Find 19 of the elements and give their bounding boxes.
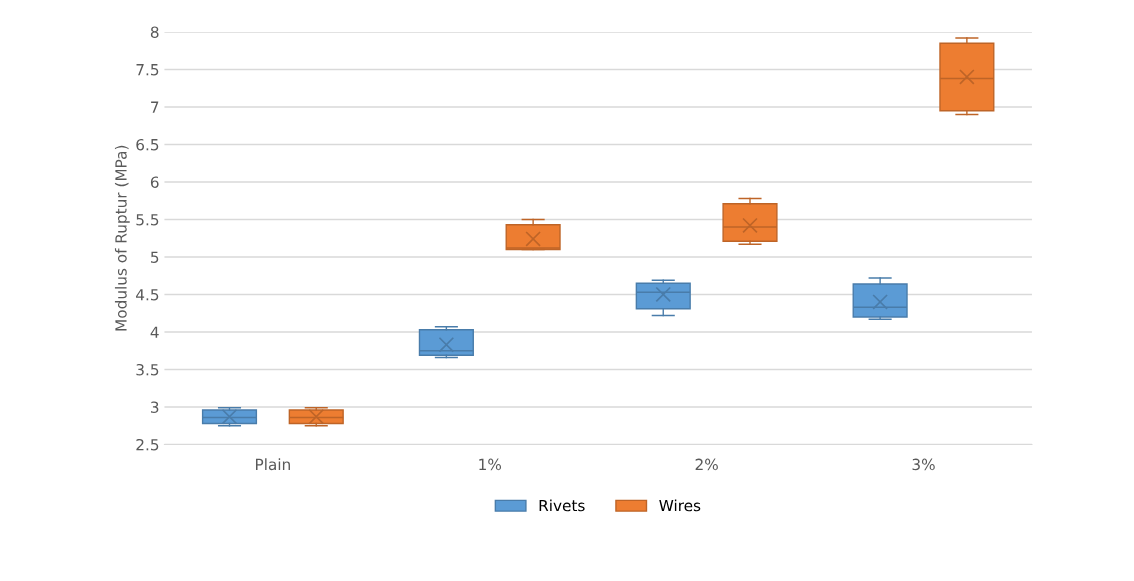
x-tick-label: 3% bbox=[912, 458, 935, 471]
y-tick-label: 6 bbox=[150, 176, 159, 188]
y-tick-label: 7.5 bbox=[136, 64, 159, 76]
x-tick-label: Plain bbox=[256, 458, 290, 471]
x-tick-label: 1% bbox=[479, 458, 502, 471]
y-tick-label: 7 bbox=[151, 101, 159, 113]
y-tick-label: 4.5 bbox=[136, 289, 159, 301]
y-tick-label: 6.5 bbox=[136, 138, 159, 151]
y-tick-label: 2.5 bbox=[136, 438, 159, 451]
y-tick-label: 3 bbox=[151, 401, 159, 413]
y-tick-label: 5 bbox=[151, 251, 159, 263]
x-tick-label: 2% bbox=[695, 458, 718, 471]
y-axis-title: Modulus of Ruptur (MPa) bbox=[114, 145, 130, 331]
legend-label: Rivets bbox=[539, 499, 585, 512]
y-tick-label: 8 bbox=[150, 26, 159, 38]
y-tick-label: 3.5 bbox=[136, 363, 159, 376]
y-tick-label: 5.5 bbox=[136, 214, 159, 226]
y-tick-label: 4 bbox=[150, 326, 159, 338]
legend-label: Wires bbox=[659, 499, 701, 512]
